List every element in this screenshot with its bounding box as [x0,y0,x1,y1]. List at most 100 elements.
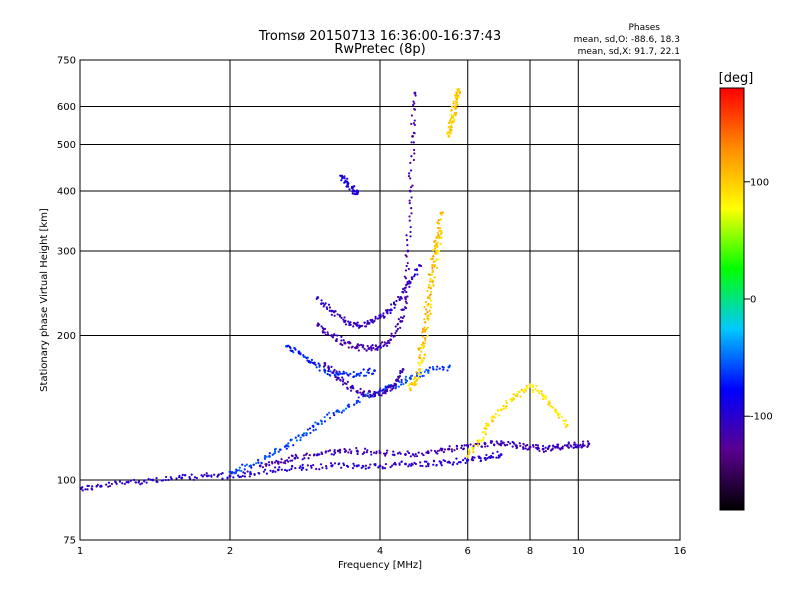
data-point [438,229,441,232]
data-point [395,299,398,303]
data-point [170,477,173,480]
data-point [535,384,538,388]
data-point [129,479,132,482]
data-point [404,254,407,257]
data-point [418,364,421,367]
data-point [413,461,416,465]
data-point [313,453,316,456]
data-point [450,109,453,112]
data-point [399,369,402,373]
data-point [275,459,278,462]
data-point [372,346,375,350]
data-point [381,465,384,469]
data-point [315,467,318,471]
data-point [327,366,330,369]
data-point [448,130,451,133]
data-point [506,443,509,446]
data-point [282,461,285,464]
data-point [258,464,262,468]
data-point [358,325,361,329]
colorbar-tick-label: 100 [750,177,769,188]
data-point [344,342,347,345]
data-point [349,372,352,375]
stats-o-line: mean, sd,O: -88.6, 18.3 [574,35,680,45]
data-point [394,325,397,328]
data-point [332,412,335,415]
data-point [406,249,410,253]
data-point [238,466,241,469]
data-point [417,361,420,364]
data-point [353,403,356,406]
data-point [373,369,376,373]
data-point [466,444,470,447]
data-point [436,245,439,248]
data-point [341,380,345,383]
data-point [242,471,245,474]
data-point [330,309,334,313]
data-point [422,453,425,457]
data-point [573,441,576,444]
data-point [472,446,475,450]
data-point [320,325,323,328]
data-point [400,380,403,384]
data-point [393,453,396,456]
data-point [440,461,443,464]
data-point [356,321,359,324]
data-point [407,175,411,178]
data-point [357,464,360,467]
data-point [341,376,344,379]
data-point [515,446,519,449]
data-point [405,264,408,268]
data-point [394,331,397,335]
data-point [536,444,539,447]
data-point [249,464,253,468]
data-point [452,461,455,464]
data-point [410,383,414,386]
data-point [205,472,208,475]
data-point [349,389,353,392]
data-point [409,464,413,467]
data-point [357,344,361,347]
data-point [528,447,531,450]
data-point [503,443,506,446]
data-point [421,341,425,344]
data-point [404,375,408,378]
data-point [411,134,414,138]
data-point [433,244,436,247]
data-point [455,445,459,448]
data-point [447,134,451,138]
data-point [502,404,505,408]
data-point [293,456,297,460]
data-point [409,455,412,458]
data-point [443,448,447,451]
data-point [145,481,148,484]
data-point [448,461,452,464]
data-point [418,346,422,350]
data-point [484,442,487,446]
x-tick-label: 6 [465,546,471,557]
data-point [423,305,426,308]
data-point [396,452,400,455]
data-point [544,449,547,453]
data-point [226,477,229,480]
data-point [472,451,475,454]
data-point [309,360,312,364]
data-point [342,378,345,381]
data-point [432,255,435,258]
data-point [374,344,377,347]
data-point [274,447,278,450]
data-point [454,107,458,110]
data-point [324,302,327,305]
data-point [233,472,236,475]
data-point [332,310,335,313]
data-point [322,305,325,308]
data-point [470,458,473,461]
data-point [217,474,220,477]
data-point [232,476,235,479]
data-point [323,331,326,334]
plot-grid [80,60,680,540]
data-point [301,433,305,437]
y-tick-label: 750 [57,56,76,67]
data-point [272,469,275,472]
data-point [418,368,421,371]
